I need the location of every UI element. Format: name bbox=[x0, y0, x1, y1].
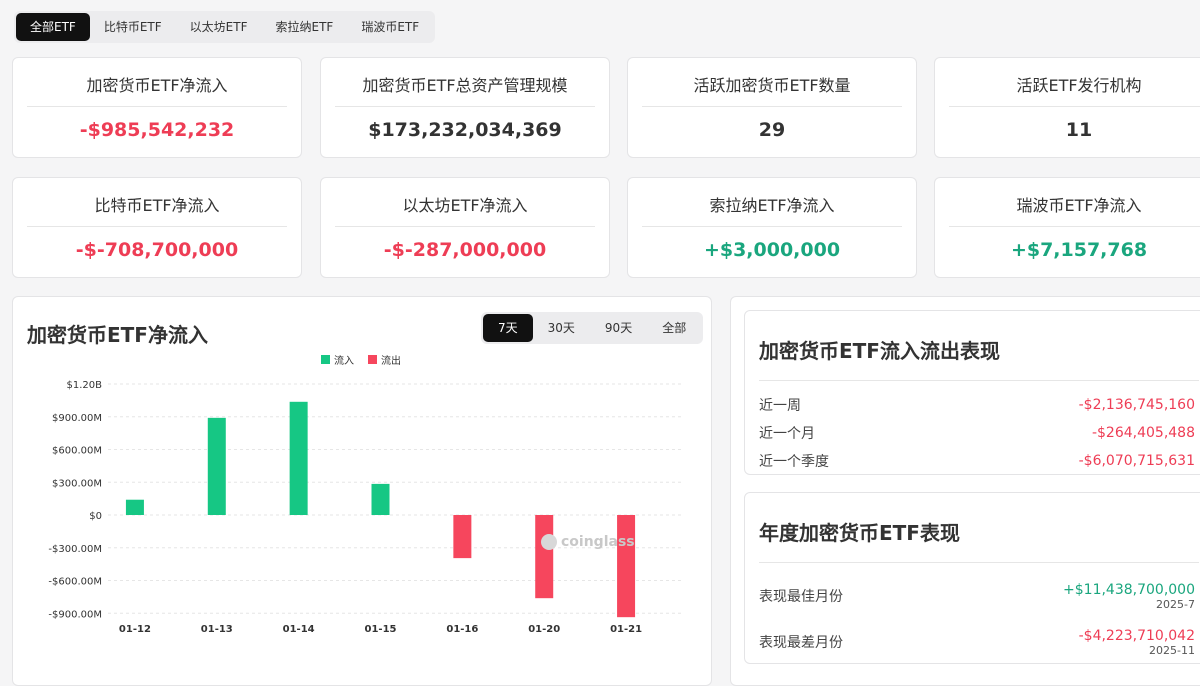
legend-swatch bbox=[321, 355, 330, 364]
yearly-performance-card: 年度加密货币ETF表现 表现最佳月份 +$11,438,700,000 2025-7… bbox=[744, 492, 1200, 664]
bar bbox=[371, 483, 390, 515]
stat-title: 活跃加密货币ETF数量 bbox=[642, 72, 902, 107]
stat-card: 活跃ETF发行机构 11 bbox=[934, 57, 1200, 158]
tab-btc-etf[interactable]: 比特币ETF bbox=[103, 20, 162, 34]
net-inflow-chart-panel: $1.20B $900.00M $600.00M $300.00M $0 -$300.00… bbox=[12, 296, 712, 686]
y-tick-label: -$600.00M bbox=[48, 577, 102, 588]
x-tick-label: 01-14 bbox=[283, 624, 315, 635]
stat-title: 索拉纳ETF净流入 bbox=[642, 192, 902, 227]
stat-card: 以太坊ETF净流入 -$-287,000,000 bbox=[320, 177, 610, 278]
x-tick-label: 01-15 bbox=[365, 624, 397, 635]
bar-chart: $1.20B $900.00M $600.00M $300.00M $0 -$300.00… bbox=[48, 354, 681, 635]
stat-value: 11 bbox=[1065, 119, 1093, 141]
stat-title: 加密货币ETF净流入 bbox=[27, 72, 287, 107]
stat-value: +$3,000,000 bbox=[703, 239, 841, 261]
yearly-title: 年度加密货币ETF表现 bbox=[759, 517, 1199, 563]
bar bbox=[125, 499, 144, 515]
tab-sol-etf[interactable]: 索拉纳ETF bbox=[275, 20, 334, 34]
stat-card: 索拉纳ETF净流入 +$3,000,000 bbox=[627, 177, 917, 278]
bar bbox=[617, 515, 636, 618]
period-label: 近一个月 bbox=[759, 426, 815, 442]
y-tick-label: $0 bbox=[89, 511, 102, 522]
y-tick-label: $600.00M bbox=[52, 446, 102, 457]
period-value: -$6,070,715,631 bbox=[1078, 453, 1195, 469]
flow-performance-card: 加密货币ETF流入流出表现 近一周 -$2,136,745,160 近一个月 -$26… bbox=[744, 310, 1200, 475]
stat-title: 以太坊ETF净流入 bbox=[335, 192, 595, 227]
legend-label: 流出 bbox=[381, 354, 401, 367]
chart-title: 加密货币ETF净流入 bbox=[27, 323, 208, 347]
stat-card: 加密货币ETF净流入 -$985,542,232 bbox=[12, 57, 302, 158]
month-label: 表现最差月份 bbox=[759, 635, 843, 651]
month-value: +$11,438,700,000 bbox=[1063, 581, 1195, 598]
x-tick-label: 01-13 bbox=[201, 624, 233, 635]
period-label: 近一周 bbox=[759, 398, 801, 414]
period-value: -$264,405,488 bbox=[1091, 425, 1195, 441]
stat-value: 29 bbox=[758, 119, 786, 141]
stat-value: -$985,542,232 bbox=[79, 119, 235, 141]
month-date: 2025-11 bbox=[1149, 643, 1195, 657]
y-tick-label: $900.00M bbox=[52, 413, 102, 424]
yearly-row: 表现最佳月份 +$11,438,700,000 2025-7 bbox=[759, 573, 1195, 619]
y-tick-label: $300.00M bbox=[52, 478, 102, 489]
bar bbox=[289, 401, 308, 515]
x-tick-label: 01-21 bbox=[610, 624, 642, 635]
stat-title: 活跃ETF发行机构 bbox=[949, 72, 1200, 107]
x-tick-label: 01-12 bbox=[119, 624, 151, 635]
bar bbox=[453, 515, 472, 559]
tab-eth-etf[interactable]: 以太坊ETF bbox=[189, 20, 248, 34]
legend-swatch bbox=[368, 355, 377, 364]
x-tick-label: 01-20 bbox=[528, 624, 560, 635]
tab-xrp-etf[interactable]: 瑞波币ETF bbox=[361, 20, 420, 34]
watermark-coinglass: coinglass bbox=[561, 534, 635, 550]
stat-card: 比特币ETF净流入 -$-708,700,000 bbox=[12, 177, 302, 278]
range-30d[interactable]: 30天 bbox=[547, 321, 575, 335]
tab-all-etf[interactable]: 全部ETF bbox=[16, 13, 90, 41]
period-label: 近一个季度 bbox=[759, 454, 829, 470]
y-tick-label: -$900.00M bbox=[48, 609, 102, 620]
y-tick-label: $1.20B bbox=[67, 380, 103, 391]
month-date: 2025-7 bbox=[1156, 597, 1195, 611]
legend-label: 流入 bbox=[334, 354, 354, 367]
flow-row: 近一周 -$2,136,745,160 bbox=[759, 391, 1195, 419]
stat-card: 瑞波币ETF净流入 +$7,157,768 bbox=[934, 177, 1200, 278]
range-7d[interactable]: 7天 bbox=[483, 314, 533, 342]
flow-row: 近一个季度 -$6,070,715,631 bbox=[759, 447, 1195, 475]
range-tabs: 7天 30天 90天 全部 bbox=[481, 312, 704, 344]
yearly-row: 表现最差月份 -$4,223,710,042 2025-11 bbox=[759, 619, 1195, 665]
stat-title: 加密货币ETF总资产管理规模 bbox=[335, 72, 595, 107]
flow-title: 加密货币ETF流入流出表现 bbox=[759, 335, 1199, 381]
period-value: -$2,136,745,160 bbox=[1078, 397, 1195, 413]
month-value: -$4,223,710,042 bbox=[1078, 627, 1195, 644]
etf-filter-tabs: 全部ETF 比特币ETF 以太坊ETF 索拉纳ETF 瑞波币ETF bbox=[14, 11, 436, 43]
range-all[interactable]: 全部 bbox=[662, 321, 687, 335]
stat-value: -$-287,000,000 bbox=[383, 239, 547, 261]
stat-card: 加密货币ETF总资产管理规模 $173,232,034,369 bbox=[320, 57, 610, 158]
bar bbox=[207, 417, 226, 515]
flow-row: 近一个月 -$264,405,488 bbox=[759, 419, 1195, 447]
y-tick-label: -$300.00M bbox=[48, 544, 102, 555]
x-tick-label: 01-16 bbox=[446, 624, 478, 635]
stat-value: +$7,157,768 bbox=[1010, 239, 1148, 261]
stat-card: 活跃加密货币ETF数量 29 bbox=[627, 57, 917, 158]
stat-title: 瑞波币ETF净流入 bbox=[949, 192, 1200, 227]
coinglass-logo-icon bbox=[541, 534, 557, 550]
range-90d[interactable]: 90天 bbox=[604, 321, 633, 335]
stat-value: $173,232,034,369 bbox=[368, 119, 562, 141]
month-label: 表现最佳月份 bbox=[759, 589, 843, 605]
stat-value: -$-708,700,000 bbox=[75, 239, 239, 261]
bar bbox=[535, 515, 554, 599]
stat-title: 比特币ETF净流入 bbox=[27, 192, 287, 227]
